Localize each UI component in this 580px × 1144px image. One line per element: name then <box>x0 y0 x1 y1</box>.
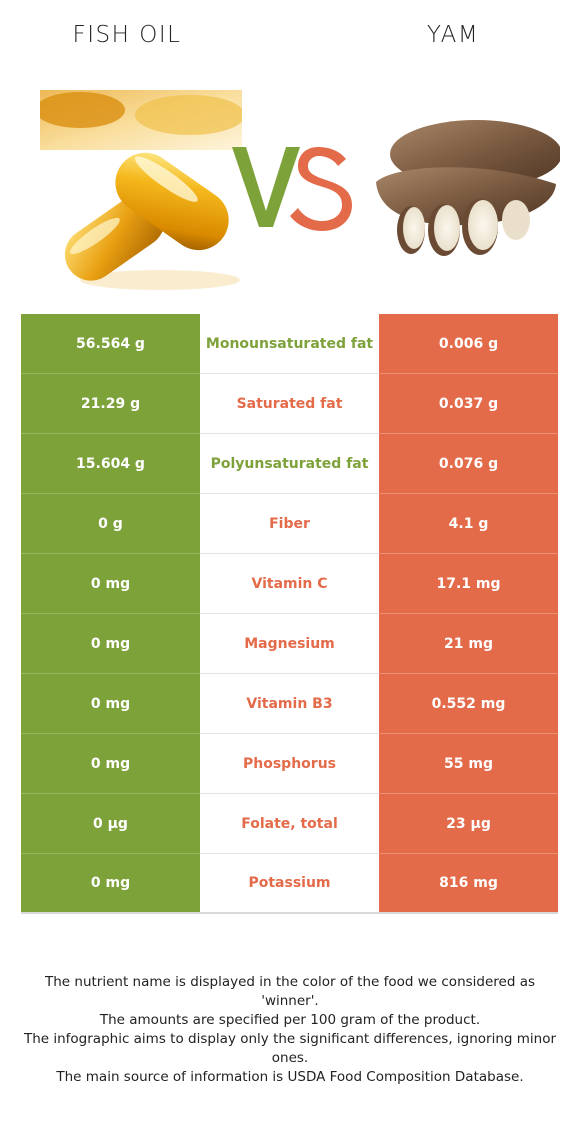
right-food-value: 17.1 mg <box>379 554 558 614</box>
nutrient-name: Polyunsaturated fat <box>200 434 379 494</box>
fish-oil-capsules-image <box>40 90 242 290</box>
left-food-value: 21.29 g <box>21 374 200 434</box>
nutrient-name: Saturated fat <box>200 374 379 434</box>
left-food-value: 0 mg <box>21 614 200 674</box>
comparison-table: 56.564 g Monounsaturated fat 0.006 g 21.29 … <box>21 314 558 914</box>
nutrient-name: Vitamin B3 <box>200 674 379 734</box>
nutrient-name: Folate, total <box>200 794 379 854</box>
right-food-value: 23 µg <box>379 794 558 854</box>
footnote: The nutrient name is displayed in the co… <box>20 973 560 1087</box>
nutrient-name: Magnesium <box>200 614 379 674</box>
left-food-value: 0 mg <box>21 854 200 914</box>
nutrient-row: 0 mg Vitamin B3 0.552 mg <box>21 674 558 734</box>
left-food-value: 0 mg <box>21 554 200 614</box>
footnote-line-source: The main source of information is USDA F… <box>56 1069 524 1085</box>
left-food-value: 0 µg <box>21 794 200 854</box>
nutrient-name: Fiber <box>200 494 379 554</box>
left-food-title: FISH OIL <box>72 22 182 48</box>
nutrient-row: 0 mg Phosphorus 55 mg <box>21 734 558 794</box>
left-food-value: 56.564 g <box>21 314 200 374</box>
right-food-value: 4.1 g <box>379 494 558 554</box>
nutrient-row: 0 µg Folate, total 23 µg <box>21 794 558 854</box>
right-food-value: 55 mg <box>379 734 558 794</box>
footnote-line-winner: The nutrient name is displayed in the co… <box>44 974 536 1009</box>
right-food-value: 0.552 mg <box>379 674 558 734</box>
nutrient-row: 0 mg Potassium 816 mg <box>21 854 558 914</box>
right-food-value: 0.006 g <box>379 314 558 374</box>
nutrient-row: 0 mg Magnesium 21 mg <box>21 614 558 674</box>
vs-letter-s <box>290 147 352 231</box>
right-food-value: 0.076 g <box>379 434 558 494</box>
right-food-value: 21 mg <box>379 614 558 674</box>
nutrient-row: 0 g Fiber 4.1 g <box>21 494 558 554</box>
left-food-value: 0 mg <box>21 734 200 794</box>
left-food-value: 0 g <box>21 494 200 554</box>
vs-letter-v <box>232 147 300 227</box>
yam-tubers-image <box>376 120 560 256</box>
nutrient-name: Phosphorus <box>200 734 379 794</box>
left-food-value: 15.604 g <box>21 434 200 494</box>
right-food-value: 0.037 g <box>379 374 558 434</box>
left-food-value: 0 mg <box>21 674 200 734</box>
right-food-title: YAM <box>426 22 480 48</box>
nutrient-name: Monounsaturated fat <box>200 314 379 374</box>
footnote-line-significance: The infographic aims to display only the… <box>23 1031 557 1066</box>
nutrient-name: Potassium <box>200 854 379 914</box>
footnote-line-amounts: The amounts are specified per 100 gram o… <box>99 1012 481 1028</box>
nutrient-name: Vitamin C <box>200 554 379 614</box>
nutrient-row: 15.604 g Polyunsaturated fat 0.076 g <box>21 434 558 494</box>
right-food-value: 816 mg <box>379 854 558 914</box>
nutrient-row: 21.29 g Saturated fat 0.037 g <box>21 374 558 434</box>
vs-mark <box>232 147 352 231</box>
nutrient-row: 56.564 g Monounsaturated fat 0.006 g <box>21 314 558 374</box>
nutrient-row: 0 mg Vitamin C 17.1 mg <box>21 554 558 614</box>
